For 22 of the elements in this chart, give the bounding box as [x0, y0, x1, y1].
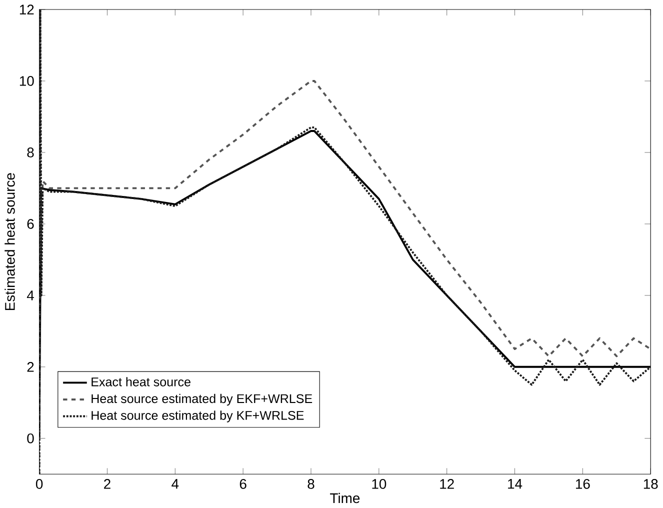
x-tick-label: 4 [172, 479, 179, 489]
x-tick-label: 12 [440, 479, 454, 489]
legend-label: Heat source estimated by KF+WRLSE [92, 410, 304, 422]
legend-label: Heat source estimated by EKF+WRLSE [92, 394, 312, 406]
y-tick-label: 2 [27, 362, 34, 372]
y-tick-label: 10 [20, 76, 34, 86]
y-tick-label: 12 [20, 4, 34, 14]
y-tick-label: 0 [27, 434, 34, 444]
x-tick-label: 8 [308, 479, 314, 490]
x-tick-label: 0 [36, 479, 43, 490]
x-tick-label: 6 [240, 479, 246, 490]
x-tick-label: 14 [508, 479, 522, 489]
y-tick-label: 4 [26, 290, 34, 300]
x-tick-label: 10 [372, 479, 386, 490]
x-tick-label: 18 [644, 479, 658, 490]
y-tick-label: 6 [27, 219, 34, 229]
x-axis-title: Time [330, 493, 360, 504]
y-tick-label: 8 [27, 148, 34, 158]
y-axis-title: Estimated heat source [4, 173, 15, 310]
x-tick-label: 16 [576, 479, 590, 490]
legend-label: Exact heat source [92, 377, 190, 386]
x-tick-label: 2 [104, 479, 110, 489]
